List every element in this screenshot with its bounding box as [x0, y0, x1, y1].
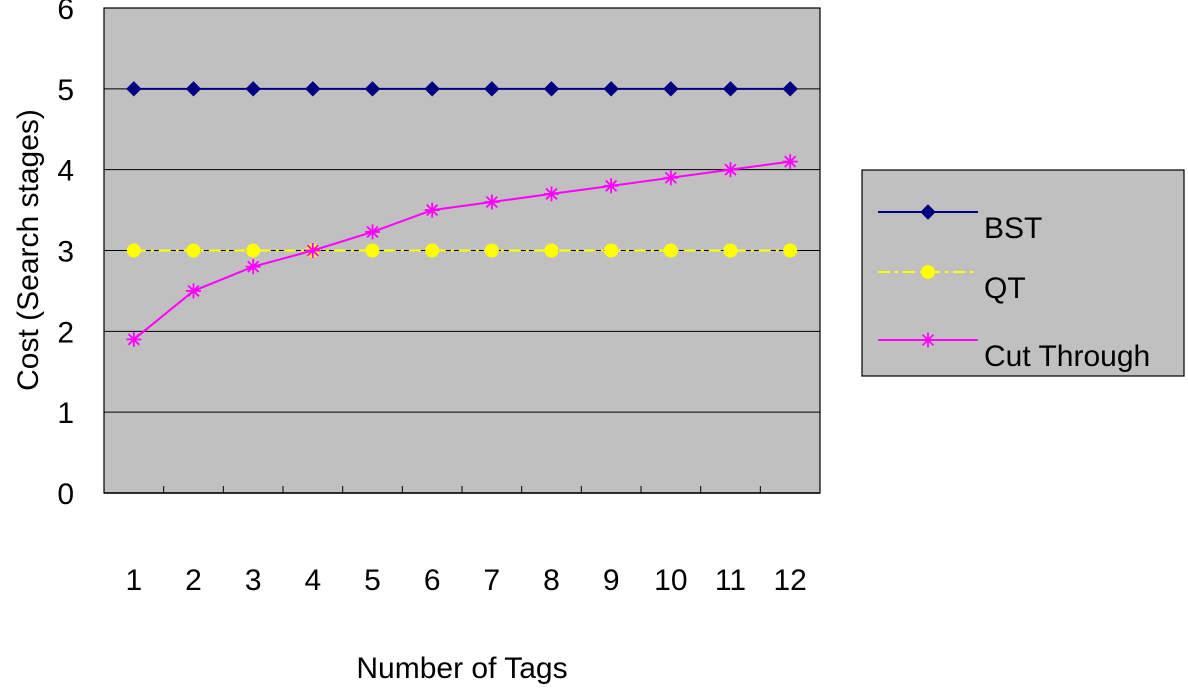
- asterisk-stroke: [485, 195, 498, 209]
- data-point-cut-through: [365, 224, 380, 240]
- data-point-bst: [663, 81, 679, 97]
- legend-item-cut-through: Cut Through: [878, 332, 1150, 373]
- x-axis-title: Number of Tags: [356, 652, 567, 685]
- y-axis-title: Cost (Search stages): [12, 109, 45, 391]
- x-axis-ticks: 1 2 3 4 5 6 7 8 9 10 11 12: [125, 564, 806, 597]
- data-point-qt: [246, 243, 261, 258]
- x-tick-label: 12: [773, 564, 806, 597]
- data-point-bst: [603, 81, 619, 97]
- legend-label: Cut Through: [984, 340, 1150, 373]
- data-point-cut-through: [245, 259, 261, 275]
- legend-marker: [920, 332, 936, 348]
- x-tick-label: 7: [483, 564, 500, 597]
- x-tick-label: 4: [304, 564, 321, 597]
- axes: [103, 486, 821, 494]
- x-tick-label: 1: [125, 564, 142, 597]
- series-line-cut-through: [133, 160, 791, 341]
- data-point-qt: [484, 243, 499, 258]
- asterisk-stroke: [921, 333, 935, 347]
- data-point-qt: [425, 243, 440, 258]
- legend-label: QT: [984, 272, 1026, 305]
- asterisk-stroke: [724, 163, 737, 176]
- series-bst: [126, 81, 798, 97]
- x-tick-label: 3: [245, 564, 262, 597]
- legend-item-bst: BST: [878, 204, 1042, 245]
- data-point-qt: [365, 243, 380, 258]
- data-point-bst: [543, 81, 560, 97]
- data-point-qt: [663, 243, 678, 258]
- data-point-bst: [484, 81, 500, 97]
- y-tick-label: 2: [57, 316, 74, 349]
- x-tick-label: 8: [543, 564, 560, 597]
- x-tick-label: 9: [603, 564, 620, 597]
- legend: BST QT Cut Through: [861, 169, 1185, 377]
- asterisk-stroke: [545, 187, 558, 200]
- legend-item-qt: QT: [878, 265, 1026, 305]
- series-qt: [126, 243, 798, 258]
- data-point-bst: [245, 81, 261, 97]
- data-point-cut-through: [603, 178, 619, 194]
- data-point-cut-through: [186, 283, 201, 299]
- y-tick-label: 4: [57, 155, 74, 188]
- data-point-qt: [723, 243, 738, 258]
- data-point-cut-through: [126, 331, 142, 347]
- y-tick-label: 6: [57, 0, 74, 26]
- legend-marker: [921, 265, 935, 279]
- x-tick-label: 5: [364, 564, 381, 597]
- data-point-qt: [783, 243, 798, 258]
- data-point-bst: [185, 81, 202, 97]
- x-tick-label: 10: [654, 564, 687, 597]
- y-tick-label: 5: [57, 74, 74, 107]
- asterisk-stroke: [247, 260, 260, 273]
- legend-label: BST: [984, 212, 1042, 245]
- legend-box: [861, 169, 1185, 377]
- data-point-cut-through: [305, 243, 321, 258]
- asterisk-stroke: [426, 204, 439, 217]
- data-point-bst: [364, 81, 381, 97]
- data-point-bst: [126, 81, 142, 97]
- asterisk-stroke: [784, 155, 797, 168]
- asterisk-stroke: [127, 333, 140, 346]
- y-tick-label: 0: [57, 478, 74, 511]
- series-cut-through: [126, 154, 798, 347]
- data-point-qt: [544, 243, 559, 258]
- data-point-cut-through: [544, 186, 559, 202]
- data-point-bst: [305, 81, 321, 97]
- asterisk-stroke: [366, 225, 379, 238]
- data-point-cut-through: [663, 170, 679, 186]
- data-point-qt: [186, 243, 201, 258]
- x-tick-label: 2: [185, 564, 202, 597]
- data-point-cut-through: [484, 194, 500, 210]
- data-point-cut-through: [723, 162, 738, 178]
- asterisk-stroke: [664, 171, 677, 184]
- data-point-qt: [126, 243, 141, 258]
- asterisk-stroke: [187, 284, 200, 297]
- x-tick-label: 6: [424, 564, 441, 597]
- asterisk-stroke: [306, 244, 319, 257]
- data-point-bst: [424, 81, 440, 97]
- asterisk-stroke: [605, 179, 618, 192]
- data-point-qt: [604, 243, 619, 258]
- data-point-bst: [722, 81, 739, 97]
- y-tick-label: 1: [57, 397, 74, 430]
- y-tick-label: 3: [57, 236, 74, 269]
- y-axis-ticks: 0 1 2 3 4 5 6: [57, 0, 74, 511]
- series-group: [126, 81, 798, 347]
- data-point-cut-through: [782, 154, 798, 170]
- data-point-bst: [782, 81, 798, 97]
- legend-marker: [920, 204, 936, 220]
- x-tick-label: 11: [715, 564, 746, 597]
- data-point-cut-through: [424, 202, 440, 218]
